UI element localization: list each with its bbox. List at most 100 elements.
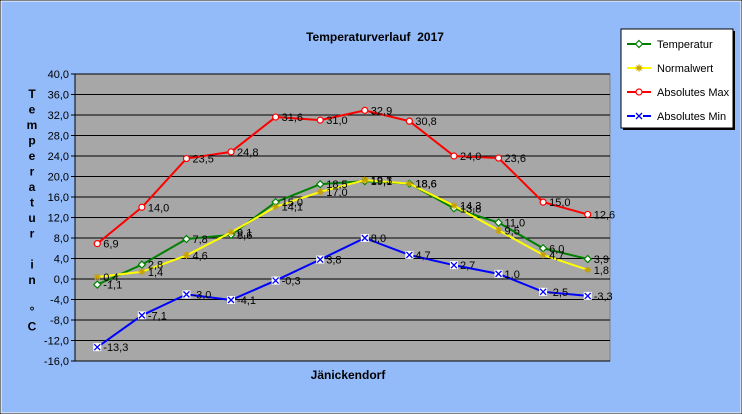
data-point [182,251,190,259]
y-axis-label-char: a [29,180,36,194]
data-point-cross [93,343,101,351]
data-label: 31,0 [326,115,347,127]
y-tick-label: -4,0 [50,295,69,307]
y-tick-label: 24,0 [48,151,69,163]
y-axis-label-char: T [28,87,36,101]
data-label: 13,8 [460,203,481,215]
y-tick-label: 0,0 [54,274,69,286]
data-point [539,198,547,206]
x-axis-label: Jänickendorf [311,368,387,382]
legend: Temperatur Normalwert Absolutes Max Absolut… [620,28,735,130]
data-point [227,148,235,156]
data-point [584,210,592,219]
data-label: 24,0 [460,151,481,163]
data-label: 14,0 [148,202,169,214]
legend-item: Normalwert [627,63,713,75]
data-point [361,106,369,114]
data-point [138,268,146,276]
data-point-cross [405,251,413,259]
data-label: 15,0 [282,197,303,209]
series-normalwert [93,176,592,281]
data-label: 23,5 [192,154,213,166]
data-point [315,179,325,189]
data-label: -4,1 [237,295,256,307]
chart-title: Temperaturverlauf 2017 [306,30,444,44]
data-label: 24,8 [237,147,258,159]
data-label: 6,0 [549,243,564,255]
y-axis-label-char: e [29,103,36,117]
y-axis: 40,0 36,0 32,0 28,0 24,0 20,0 16,0 12,0 8,0 4,0 0,… [44,69,610,368]
data-point [272,203,280,211]
legend-item: Temperatur [627,39,713,51]
data-label: 2,7 [460,260,475,272]
data-point [450,152,458,160]
data-point [494,154,503,162]
y-tick-label: 12,0 [48,213,69,225]
y-tick-label: -12,0 [44,336,69,348]
series-line [96,236,588,348]
data-point [316,116,324,124]
data-point [361,176,369,184]
y-tick-label: 36,0 [48,90,69,102]
y-axis-label-char: r [30,227,35,241]
data-label: 3,9 [594,254,609,266]
data-point [494,218,503,227]
data-point-cross [227,296,235,304]
data-point [316,188,324,196]
series-line [96,109,588,245]
data-point-cross [316,256,324,263]
data-point-cross [182,290,190,298]
data-label: 7,8 [192,234,207,246]
data-label: 3,8 [326,255,341,267]
y-axis-label-char: i [30,258,33,272]
legend-label: Absolutes Max [657,87,730,99]
y-axis-label-char: e [29,149,36,163]
series-line [96,180,588,286]
data-label: 9,1 [237,227,252,239]
data-label: -0,3 [282,276,301,288]
data-point [450,202,458,210]
data-label: -1,1 [103,280,122,292]
data-label: 2,8 [148,260,163,272]
data-label: 32,9 [371,105,392,117]
data-point [584,266,592,274]
data-label: 18,6 [415,179,436,191]
data-label: -3,3 [594,291,613,303]
y-tick-label: 32,0 [48,110,69,122]
y-tick-label: 8,0 [54,233,69,245]
data-point [634,39,644,49]
data-point-cross [539,288,547,296]
legend-item: Absolutes Max [627,87,730,99]
data-label: 17,0 [326,187,347,199]
data-point [583,254,593,264]
data-point-cross [272,277,280,284]
data-point [92,280,102,289]
data-label: 30,8 [415,116,436,128]
data-label: 1,0 [505,269,520,281]
data-point [635,88,643,96]
data-label: -7,1 [148,310,167,322]
data-label: 23,6 [505,153,526,165]
y-tick-label: 16,0 [48,192,69,204]
data-label: 15,0 [549,197,570,209]
data-point [182,154,191,163]
legend-label: Normalwert [657,63,713,75]
data-point-cross [450,261,458,269]
data-point-cross [361,234,369,242]
data-point [635,64,643,72]
y-tick-label: -8,0 [50,315,69,327]
data-point-cross [495,270,503,278]
data-point [182,234,191,244]
data-label: 0,4 [103,272,118,284]
data-label: 4,7 [549,250,564,262]
data-label: 8,0 [371,233,386,245]
data-label: -2,5 [549,287,568,299]
data-label: 8,6 [237,230,252,242]
series-layer [92,106,593,352]
data-point-cross [584,292,592,300]
y-tick-label: 40,0 [48,69,69,81]
y-axis-label-char: u [28,211,35,225]
